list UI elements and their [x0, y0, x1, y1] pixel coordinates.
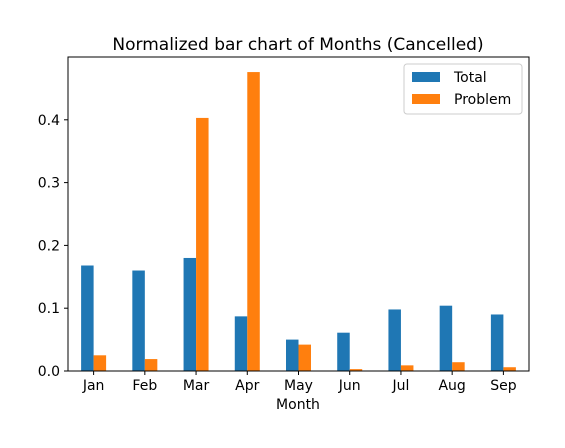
- bar-problem-feb: [144, 359, 158, 371]
- legend-label-total: Total: [453, 70, 487, 86]
- x-tick-label: Aug: [438, 378, 465, 394]
- bar-total-jul: [388, 309, 401, 371]
- plot-area: Jan Feb Mar Apr May Jun Jul Aug Sep 0.0 0.1 0.2 0.3 0…: [38, 56, 530, 394]
- bar-total-mar: [183, 257, 197, 371]
- x-tick-label: Jun: [338, 378, 361, 394]
- y-tick-label: 0.3: [38, 176, 60, 192]
- legend-label-problem: Problem: [454, 92, 511, 108]
- legend-swatch-problem: [412, 94, 440, 104]
- x-tick-label: Mar: [183, 378, 210, 394]
- bar-problem-may: [298, 344, 311, 371]
- bar-problem-jan: [93, 355, 107, 371]
- y-tick-label: 0.4: [38, 113, 60, 129]
- bar-problem-sep: [503, 367, 516, 371]
- x-axis-label: Month: [276, 397, 320, 413]
- bar-total-feb: [132, 270, 145, 371]
- x-tick-label: Jan: [82, 378, 105, 394]
- bar-problem-aug: [452, 362, 465, 371]
- bar-total-sep: [490, 314, 504, 371]
- bar-problem-jun: [349, 369, 363, 371]
- chart-title: Normalized bar chart of Months (Cancelle…: [112, 35, 483, 55]
- legend-swatch-total: [412, 72, 440, 82]
- bar-total-aug: [439, 305, 453, 371]
- y-tick-label: 0.1: [38, 301, 60, 317]
- bar-total-apr: [234, 316, 248, 371]
- x-tick-label: Sep: [490, 378, 517, 394]
- x-tick-label: Jul: [391, 378, 409, 394]
- bar-problem-apr: [247, 72, 260, 371]
- bar-problem-jul: [400, 365, 414, 371]
- y-tick-label: 0.0: [38, 364, 60, 380]
- x-tick-label: Apr: [235, 378, 259, 394]
- x-tick-label: Feb: [132, 378, 157, 394]
- bar-problem-mar: [196, 117, 209, 371]
- bar-total-jun: [337, 332, 350, 371]
- y-tick-label: 0.2: [38, 238, 60, 254]
- x-tick-label: May: [284, 378, 313, 394]
- legend: Total Problem: [403, 63, 523, 115]
- bar-total-jan: [81, 265, 94, 371]
- bar-total-may: [286, 339, 299, 371]
